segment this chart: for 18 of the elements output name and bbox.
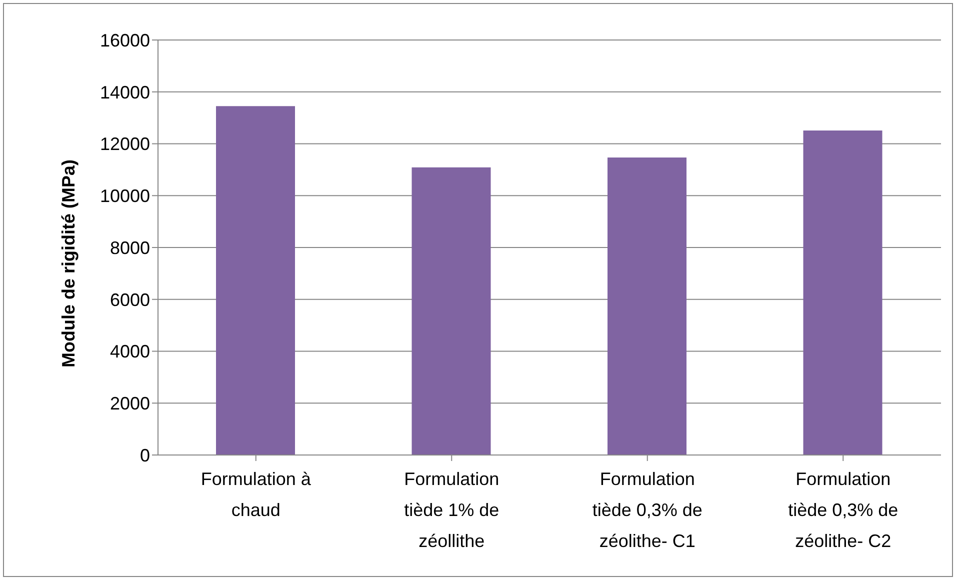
bar: [412, 167, 491, 455]
bar: [608, 157, 686, 455]
y-tick-label: 4000: [110, 342, 150, 362]
y-tick-label: 6000: [110, 290, 150, 310]
x-tick-label: Formulation tiède 0,3% de zéolithe- C1: [592, 469, 702, 551]
x-tick-label: Formulation tiède 0,3% de zéolithe- C2: [788, 469, 898, 551]
bar: [803, 130, 882, 455]
y-tick-label: 8000: [110, 238, 150, 258]
x-tick-label: Formulation tiède 1% de zéollithe: [404, 469, 500, 551]
bar: [216, 106, 295, 455]
y-tick-label: 14000: [100, 82, 150, 102]
y-tick-label: 12000: [100, 134, 150, 154]
y-tick-label: 0: [140, 445, 150, 466]
y-tick-label: 16000: [100, 30, 150, 50]
y-tick-label: 10000: [100, 186, 150, 206]
x-tick-label: Formulation à chaud: [200, 469, 312, 520]
y-tick-label: 2000: [110, 394, 150, 414]
y-axis-title: Module de rigidité (MPa): [58, 159, 78, 368]
